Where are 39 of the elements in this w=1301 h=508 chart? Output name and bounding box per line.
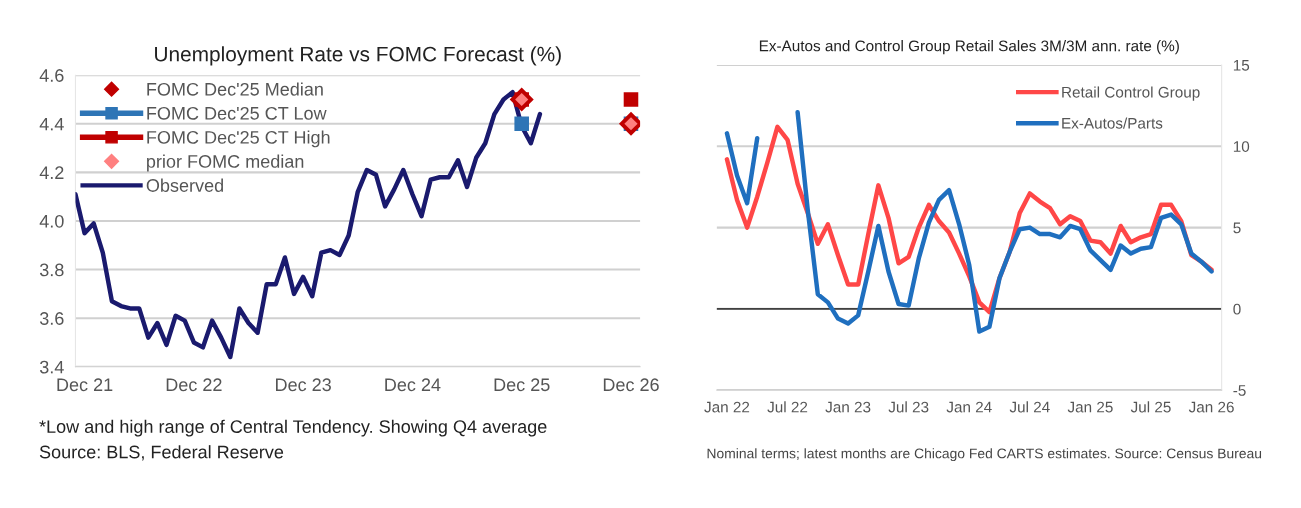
y-tick-label: -5: [1233, 385, 1246, 396]
x-tick-label: Jul 23: [888, 401, 929, 413]
chart-title: Unemployment Rate vs FOMC Forecast (%): [155, 46, 561, 66]
y-tick-label: 5: [1233, 222, 1241, 234]
x-tick-label: Dec 22: [166, 378, 222, 392]
text: Nominal terms; latest months are Chicago Fed CARTS estimates. Source: Census Bureau: [707, 448, 1262, 462]
legend-label: FOMC Dec'25 CT Low: [147, 106, 327, 120]
x-tick-label: Jul 22: [767, 401, 808, 413]
chart-title: Ex-Autos and Control Group Retail Sales 3M/3M ann. rate (%): [759, 40, 1179, 55]
y-tick-label: 3.8: [39, 263, 64, 277]
y-tick-label: 3.4: [39, 360, 64, 374]
y-tick-label: 15: [1233, 60, 1250, 71]
source-note: Source: BLS, Federal Reserve: [39, 445, 284, 461]
y-tick-label: 4.6: [39, 69, 64, 82]
x-tick-label: Jan 25: [1067, 401, 1113, 413]
x-tick-label: Dec 23: [276, 378, 331, 392]
legend-label: FOMC Dec'25 CT High: [147, 130, 330, 148]
x-tick-label: Jul 24: [1009, 401, 1050, 413]
x-tick-label: Jan 26: [1188, 401, 1234, 413]
x-tick-label: Jan 24: [946, 401, 992, 413]
text: *Low and high range of Central Tendency. Showing Q4 average: [39, 419, 547, 437]
x-tick-label: Jul 25: [1130, 401, 1171, 413]
y-tick-label: 3.6: [39, 312, 64, 325]
x-tick-label: Dec 25: [494, 378, 550, 392]
x-tick-label: Dec 21: [57, 378, 113, 392]
x-tick-label: Dec 24: [385, 378, 441, 392]
y-tick-label: 4.4: [39, 117, 64, 131]
y-tick-label: 0: [1233, 303, 1241, 315]
x-tick-label: Jan 23: [825, 401, 871, 413]
x-tick-label: Jan 22: [704, 401, 750, 413]
legend-label: Observed: [146, 178, 223, 192]
y-tick-label: 10: [1233, 141, 1250, 152]
legend-label: Retail Control Group: [1062, 86, 1200, 101]
legend-label: prior FOMC median: [147, 154, 304, 172]
y-tick-label: 4.2: [39, 166, 64, 179]
legend-label: Ex-Autos/Parts: [1062, 117, 1163, 129]
legend-label: FOMC Dec'25 Median: [147, 82, 323, 96]
y-tick-label: 4.0: [39, 214, 64, 228]
x-tick-label: Dec 26: [603, 378, 659, 392]
